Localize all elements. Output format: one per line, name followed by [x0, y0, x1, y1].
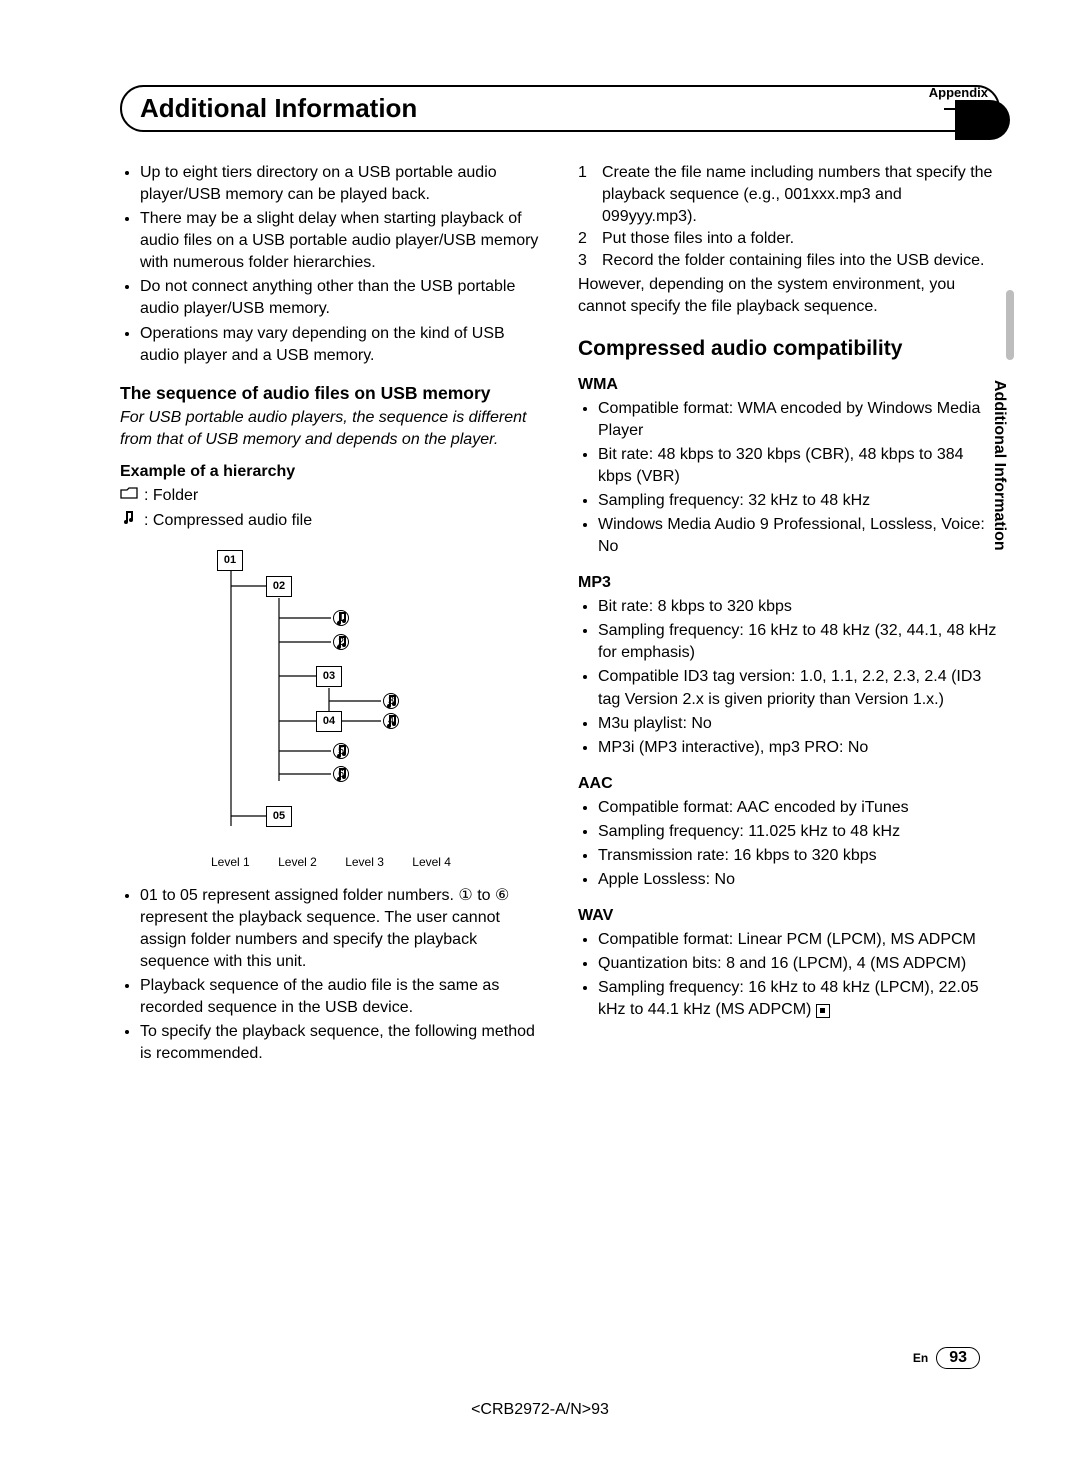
page-lang: En — [913, 1351, 928, 1365]
list-item: Apple Lossless: No — [598, 869, 1000, 891]
folder-node: 04 — [316, 711, 342, 732]
folder-node: 05 — [266, 806, 292, 827]
file-node: 1 — [333, 610, 349, 626]
file-node: 5 — [333, 743, 349, 759]
steps-after: However, depending on the system environ… — [578, 274, 1000, 318]
file-node: 2 — [333, 634, 349, 650]
step-item: 3Record the folder containing files into… — [578, 250, 1000, 272]
list-item: Sampling frequency: 11.025 kHz to 48 kHz — [598, 821, 1000, 843]
hierarchy-diagram: 01 02 1 2 03 3 04 4 5 6 05 Level 1 Level… — [211, 546, 451, 871]
sequence-note: For USB portable audio players, the sequ… — [120, 407, 542, 451]
list-item: Bit rate: 8 kbps to 320 kbps — [598, 596, 1000, 618]
file-node: 6 — [333, 766, 349, 782]
file-node: 3 — [383, 693, 399, 709]
level-label: Level 4 — [412, 854, 451, 871]
level-label: Level 1 — [211, 854, 250, 871]
after-diagram-bullets: 01 to 05 represent assigned folder numbe… — [120, 885, 542, 1066]
list-item: Quantization bits: 8 and 16 (LPCM), 4 (M… — [598, 953, 1000, 975]
page-number: 93 — [936, 1347, 980, 1369]
aac-bullets: Compatible format: AAC encoded by iTunes… — [578, 797, 1000, 891]
list-item: Compatible format: AAC encoded by iTunes — [598, 797, 1000, 819]
legend-file-text: : Compressed audio file — [144, 510, 312, 532]
intro-bullet: Up to eight tiers directory on a USB por… — [140, 162, 542, 206]
list-item: Bit rate: 48 kbps to 320 kbps (CBR), 48 … — [598, 444, 1000, 488]
steps-list: 1Create the file name including numbers … — [578, 162, 1000, 272]
mp3-title: MP3 — [578, 572, 1000, 594]
page-badge: En 93 — [913, 1347, 980, 1369]
wma-bullets: Compatible format: WMA encoded by Window… — [578, 398, 1000, 559]
step-text: Put those files into a folder. — [602, 228, 794, 250]
intro-bullets: Up to eight tiers directory on a USB por… — [120, 162, 542, 367]
intro-bullet: There may be a slight delay when startin… — [140, 208, 542, 274]
after-bullet: To specify the playback sequence, the fo… — [140, 1021, 542, 1065]
level-label: Level 2 — [278, 854, 317, 871]
side-tab-label: Additional Information — [990, 380, 1008, 551]
left-column: Up to eight tiers directory on a USB por… — [120, 162, 542, 1079]
legend-folder-text: : Folder — [144, 485, 198, 507]
sequence-title: The sequence of audio files on USB memor… — [120, 381, 542, 405]
folder-node: 03 — [316, 666, 342, 687]
header-pill: Additional Information — [120, 85, 1000, 132]
list-item: Compatible ID3 tag version: 1.0, 1.1, 2.… — [598, 666, 1000, 710]
folder-icon — [120, 485, 138, 507]
aac-title: AAC — [578, 773, 1000, 795]
list-item: Sampling frequency: 32 kHz to 48 kHz — [598, 490, 1000, 512]
example-title: Example of a hierarchy — [120, 461, 542, 483]
level-labels: Level 1 Level 2 Level 3 Level 4 — [211, 854, 451, 871]
folder-node: 01 — [217, 550, 243, 571]
footer-doc-id: <CRB2972-A/N>93 — [0, 1401, 1080, 1419]
side-grey-bar — [1006, 290, 1014, 360]
mp3-bullets: Bit rate: 8 kbps to 320 kbps Sampling fr… — [578, 596, 1000, 759]
compat-title: Compressed audio compatibility — [578, 335, 1000, 364]
list-item: Sampling frequency: 16 kHz to 48 kHz (32… — [598, 620, 1000, 664]
list-item: MP3i (MP3 interactive), mp3 PRO: No — [598, 737, 1000, 759]
step-text: Record the folder containing files into … — [602, 250, 984, 272]
level-label: Level 3 — [345, 854, 384, 871]
after-bullet: 01 to 05 represent assigned folder numbe… — [140, 885, 542, 973]
right-column: 1Create the file name including numbers … — [578, 162, 1000, 1079]
step-item: 1Create the file name including numbers … — [578, 162, 1000, 228]
folder-node: 02 — [266, 576, 292, 597]
step-text: Create the file name including numbers t… — [602, 162, 1000, 228]
list-item: Compatible format: WMA encoded by Window… — [598, 398, 1000, 442]
list-item: Windows Media Audio 9 Professional, Loss… — [598, 514, 1000, 558]
list-item: Compatible format: Linear PCM (LPCM), MS… — [598, 929, 1000, 951]
legend-folder: : Folder — [120, 485, 542, 507]
wav-bullets: Compatible format: Linear PCM (LPCM), MS… — [578, 929, 1000, 1021]
intro-bullet: Do not connect anything other than the U… — [140, 276, 542, 320]
wma-title: WMA — [578, 374, 1000, 396]
after-bullet: Playback sequence of the audio file is t… — [140, 975, 542, 1019]
list-item: Sampling frequency: 16 kHz to 48 kHz (LP… — [598, 977, 1000, 1021]
legend-file: : Compressed audio file — [120, 509, 542, 532]
list-item: M3u playlist: No — [598, 713, 1000, 735]
wav-title: WAV — [578, 905, 1000, 927]
step-item: 2Put those files into a folder. — [578, 228, 1000, 250]
list-item: Transmission rate: 16 kbps to 320 kbps — [598, 845, 1000, 867]
end-marker-icon — [816, 1004, 830, 1018]
page-title: Additional Information — [140, 93, 417, 124]
file-node: 4 — [383, 713, 399, 729]
intro-bullet: Operations may vary depending on the kin… — [140, 323, 542, 367]
music-icon — [120, 509, 138, 532]
